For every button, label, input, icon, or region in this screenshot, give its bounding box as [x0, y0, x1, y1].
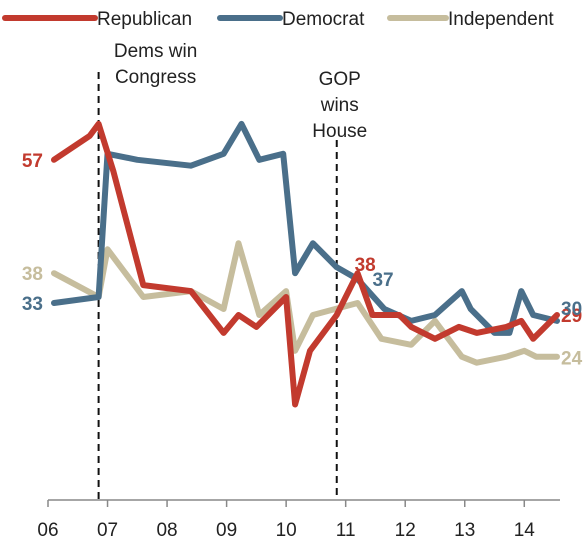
- event-annotation-2-line-1: GOP: [319, 69, 361, 90]
- x-tick-label-09: 09: [216, 520, 237, 541]
- series-lines: [51, 120, 560, 408]
- x-tick-label-07: 07: [97, 520, 118, 541]
- series-line-democrat: [51, 120, 560, 336]
- event-annotation-2-line-2: wins: [320, 95, 359, 116]
- x-tick-label-10: 10: [276, 520, 297, 541]
- event-annotation-1-line-1: Dems win: [114, 41, 197, 62]
- start-label-independent: 38: [22, 264, 43, 285]
- event-markers: Dems win Congress GOP wins House: [97, 41, 367, 500]
- x-tick-label-06: 06: [37, 520, 58, 541]
- start-label-democrat: 33: [22, 294, 43, 315]
- x-tick-label-12: 12: [395, 520, 416, 541]
- end-label-republican: 29: [561, 306, 582, 327]
- legend-label-independent: Independent: [448, 9, 554, 30]
- event-annotation-2-line-3: House: [312, 121, 367, 142]
- end-label-democrat: 30: [561, 299, 582, 320]
- x-tick-label-13: 13: [454, 520, 475, 541]
- point-label-1: 38: [355, 255, 376, 276]
- legend-label-democrat: Democrat: [282, 9, 365, 30]
- legend-label-republican: Republican: [97, 9, 192, 30]
- x-axis: 06 07 08 09 10 11 12 13 14: [37, 499, 560, 541]
- x-tick-label-08: 08: [156, 520, 177, 541]
- legend: Republican Democrat Independent: [2, 9, 554, 30]
- point-label-2: 37: [372, 270, 393, 291]
- x-tick-label-14: 14: [514, 520, 536, 541]
- start-label-republican: 57: [22, 151, 43, 172]
- x-tick-label-11: 11: [336, 520, 356, 541]
- end-label-independent: 24: [561, 349, 583, 370]
- series-line-independent: [51, 240, 560, 366]
- event-annotation-1-line-2: Congress: [115, 67, 196, 88]
- series-line-republican: [51, 120, 560, 408]
